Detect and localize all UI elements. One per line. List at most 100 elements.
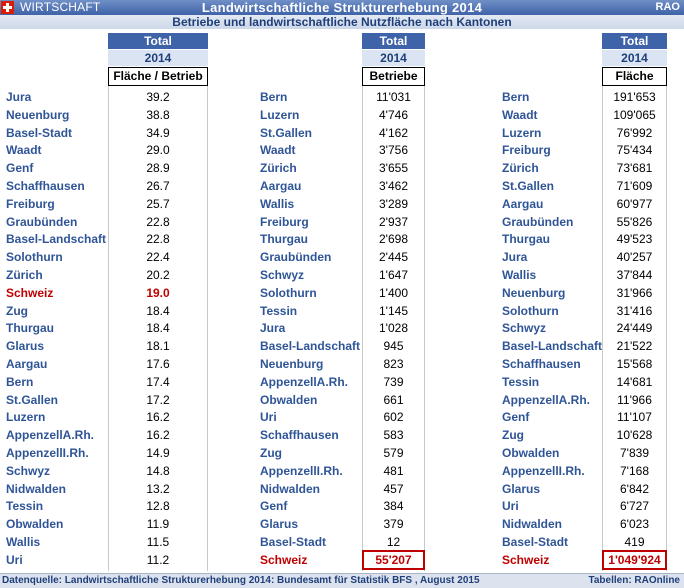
canton-label: Wallis <box>6 535 41 549</box>
table-row: Thurgau 2'698 <box>260 230 425 248</box>
value-label: 31'416 <box>616 303 653 318</box>
table-row: Tessin 1'145 <box>260 302 425 320</box>
table-row: Schwyz 1'647 <box>260 266 425 284</box>
value-label: 21'522 <box>616 339 653 354</box>
canton-label: Schaffhausen <box>260 428 339 443</box>
canton-label: Zürich <box>260 161 297 176</box>
table-row: Neuenburg 31'966 <box>502 284 667 302</box>
header-total: Total <box>602 33 667 49</box>
canton-label: Uri <box>502 499 519 514</box>
table-row: Schwyz 14.8 <box>6 462 208 480</box>
canton-label: Neuenburg <box>502 285 566 300</box>
value-label: 40'257 <box>616 250 653 265</box>
canton-label: Schweiz <box>260 552 308 567</box>
table-row: Graubünden 22.8 <box>6 213 208 231</box>
canton-label: Waadt <box>6 143 42 158</box>
table-row: Freiburg 25.7 <box>6 195 208 213</box>
canton-label: AppenzellA.Rh. <box>502 392 591 407</box>
total-highlight-box <box>362 549 425 570</box>
canton-label: Luzern <box>260 107 300 122</box>
value-label: 4'746 <box>379 107 408 122</box>
canton-label: Freiburg <box>260 214 309 229</box>
canton-label: Basel-Stadt <box>260 535 327 549</box>
value-label: 11'966 <box>617 392 652 407</box>
canton-label: Graubünden <box>6 214 78 229</box>
value-label: 39.2 <box>146 90 170 104</box>
value-label: 37'844 <box>616 268 653 282</box>
canton-label: AppenzellI.Rh. <box>260 463 343 478</box>
table-row: Nidwalden 457 <box>260 480 425 498</box>
canton-label: Obwalden <box>502 446 560 460</box>
total-highlight-box <box>602 549 667 570</box>
value-label: 73'681 <box>616 161 653 176</box>
section-label[interactable]: WIRTSCHAFT <box>20 0 101 14</box>
table-row: Wallis 11.5 <box>6 533 208 551</box>
table-row: Jura 1'028 <box>260 319 425 337</box>
value-label: 7'839 <box>620 446 649 460</box>
table-row: Graubünden 2'445 <box>260 248 425 266</box>
canton-label: Jura <box>260 321 286 336</box>
header-year: 2014 <box>362 50 425 66</box>
value-label: 379 <box>383 517 404 532</box>
table-row: Schweiz 19.0 <box>6 284 208 302</box>
value-label: 6'727 <box>620 499 649 514</box>
table-row: Basel-Landschaft 22.8 <box>6 230 208 248</box>
table-row: Freiburg 2'937 <box>260 213 425 231</box>
canton-label: Uri <box>6 552 23 567</box>
value-label: 2'937 <box>379 214 408 229</box>
table-row: Wallis 37'844 <box>502 266 667 284</box>
canton-label: Thurgau <box>260 232 308 247</box>
value-label: 11.5 <box>146 535 170 549</box>
table-row: Graubünden 55'826 <box>502 213 667 231</box>
table-row: Solothurn 1'400 <box>260 284 425 302</box>
value-label: 13.2 <box>146 481 170 496</box>
table-row: Jura 40'257 <box>502 248 667 266</box>
value-label: 12 <box>386 535 401 549</box>
table-row: Luzern 16.2 <box>6 408 208 426</box>
canton-label: Basel-Stadt <box>6 125 73 140</box>
value-label: 76'992 <box>616 125 653 140</box>
value-column <box>602 86 667 571</box>
value-label: 12.8 <box>146 499 170 514</box>
table-row: Genf 11'107 <box>502 408 667 426</box>
canton-label: Neuenburg <box>260 357 324 371</box>
table-row: Waadt 109'065 <box>502 106 667 124</box>
value-label: 419 <box>624 535 645 549</box>
canton-label: Wallis <box>260 196 295 211</box>
value-label: 945 <box>383 339 404 354</box>
table-row: AppenzellA.Rh. 16.2 <box>6 426 208 444</box>
canton-label: Jura <box>502 250 528 265</box>
value-label: 71'609 <box>616 179 653 193</box>
value-label: 55'826 <box>616 214 653 229</box>
value-label: 38.8 <box>146 107 170 122</box>
table-row: Neuenburg 38.8 <box>6 106 208 124</box>
header-total: Total <box>362 33 425 49</box>
table-row: Nidwalden 13.2 <box>6 480 208 498</box>
canton-label: Schaffhausen <box>502 357 581 371</box>
canton-label: Tessin <box>260 303 298 318</box>
value-label: 109'065 <box>613 107 656 122</box>
value-label: 20.2 <box>146 268 170 282</box>
table-row: Schaffhausen 583 <box>260 426 425 444</box>
table-row: Tessin 14'681 <box>502 373 667 391</box>
page-title: Landwirtschaftliche Strukturerhebung 201… <box>201 0 483 15</box>
canton-label: Freiburg <box>502 143 551 158</box>
table-row: Glarus 379 <box>260 515 425 533</box>
canton-label: Basel-Landschaft <box>6 232 107 247</box>
canton-label: Schaffhausen <box>6 179 85 193</box>
table-row: Basel-Stadt 34.9 <box>6 124 208 142</box>
table-row: Schaffhausen 26.7 <box>6 177 208 195</box>
value-label: 1'400 <box>379 285 408 300</box>
table-row: Schwyz 24'449 <box>502 319 667 337</box>
value-label: 17.6 <box>146 357 170 371</box>
table-row: Glarus 6'842 <box>502 480 667 498</box>
table-row: Jura 39.2 <box>6 88 208 106</box>
canton-label: Genf <box>6 161 34 176</box>
canton-label: Schwyz <box>260 268 305 282</box>
site-logo[interactable]: RAO <box>655 1 680 13</box>
data-source-note: Datenquelle: Landwirtschaftliche Struktu… <box>2 575 480 586</box>
value-label: 17.2 <box>146 392 170 407</box>
table-row: Luzern 76'992 <box>502 124 667 142</box>
value-label: 823 <box>383 357 404 371</box>
canton-label: Tessin <box>6 499 44 514</box>
